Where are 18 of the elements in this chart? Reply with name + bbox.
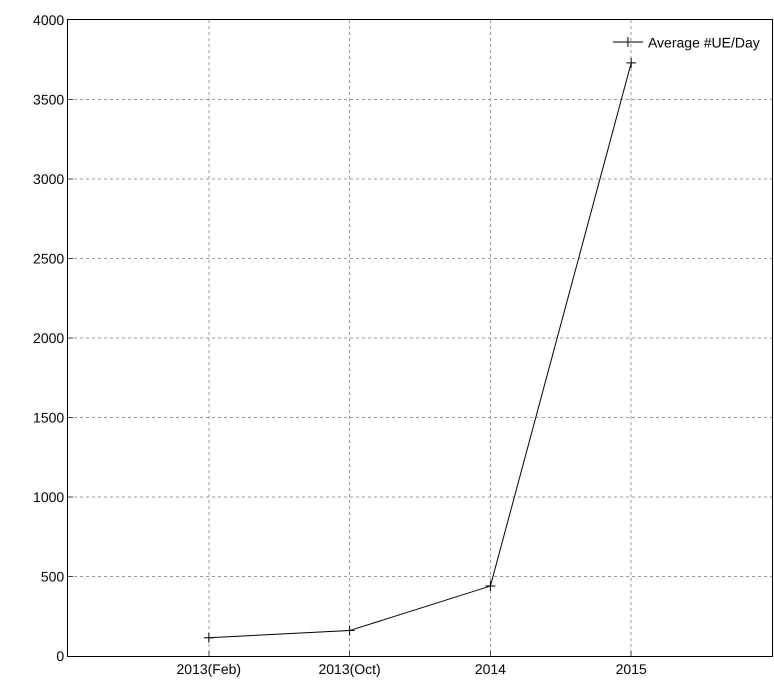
x-tick-label: 2014 <box>474 660 506 677</box>
x-tick-label: 2013(Feb) <box>176 660 242 677</box>
point <box>344 625 355 636</box>
y-tick-label: 0 <box>56 648 64 664</box>
y-tick-label: 2500 <box>33 250 64 266</box>
point <box>203 632 214 644</box>
y-tick-label: 3500 <box>33 91 64 108</box>
y-tick-label: 2000 <box>33 330 64 346</box>
point <box>485 580 496 592</box>
y-tick-label: 1000 <box>33 488 64 505</box>
y-tick-label: 4000 <box>33 12 64 28</box>
x-tick-label: 2013(Oct) <box>318 660 381 677</box>
y-tick-label: 1500 <box>33 409 64 426</box>
y-tick-label: 3000 <box>33 170 64 187</box>
point <box>626 58 637 68</box>
y-tick-label: 500 <box>40 568 64 584</box>
x-tick-label: 2015 <box>616 660 647 677</box>
legend-label: Average #UE/Day <box>648 34 760 50</box>
